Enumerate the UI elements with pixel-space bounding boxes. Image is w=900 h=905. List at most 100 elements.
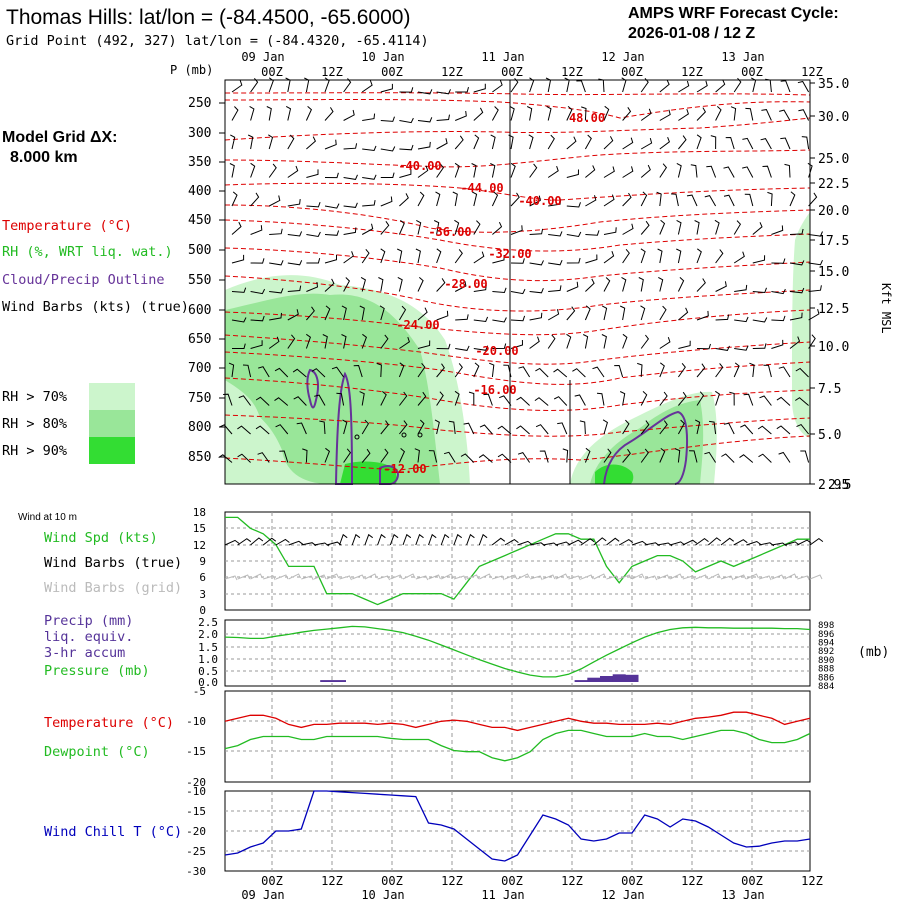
wind-barb xyxy=(231,317,247,323)
wind-barb xyxy=(343,109,355,121)
wind-barb xyxy=(562,448,569,463)
surface-wind-barb-true xyxy=(618,539,634,546)
surface-wind-barb-grid xyxy=(530,575,543,581)
wind-barb xyxy=(622,448,631,463)
wind-barb xyxy=(287,260,303,266)
wind-barb xyxy=(762,165,772,178)
wind-barb xyxy=(733,251,745,264)
wind-barb xyxy=(789,312,803,321)
wind-barb xyxy=(694,419,701,435)
wind-barb xyxy=(789,260,805,266)
wind-barb xyxy=(733,362,740,378)
legend-precip: Precip (mm) xyxy=(44,613,133,629)
wind-barb xyxy=(734,284,748,292)
surface-wind-barb-true xyxy=(262,537,277,546)
pressure-tick-label: 750 xyxy=(188,391,211,406)
wind-barb xyxy=(622,107,632,121)
surface-wind-barb-grid xyxy=(352,574,365,580)
surface-wind-barb-true xyxy=(746,540,762,546)
wind-barb xyxy=(269,288,284,294)
y-tick-label: -15 xyxy=(186,745,206,758)
wind-barb xyxy=(622,166,634,178)
wind-barb xyxy=(250,192,260,207)
wind-barb xyxy=(808,308,820,321)
wind-barb xyxy=(585,278,595,292)
precip-bar xyxy=(574,680,588,682)
wind-barb xyxy=(715,79,726,93)
wind-barb xyxy=(696,134,702,150)
y-tick-label: 0.5 xyxy=(198,665,218,678)
bottom-hour-label: 12Z xyxy=(441,874,463,888)
wind-barb xyxy=(360,276,366,292)
wind-barb xyxy=(306,281,319,292)
surface-wind-barb-grid xyxy=(440,573,454,580)
y-tick-label: -10 xyxy=(186,715,206,728)
wind-barb xyxy=(380,221,390,235)
surface-wind-barb-grid xyxy=(809,574,823,580)
top-date-label: 10 Jan xyxy=(361,50,404,64)
wind-barb xyxy=(601,305,608,321)
wind-barb xyxy=(637,362,643,378)
surface-wind-barb-true xyxy=(466,533,475,546)
wind-barb xyxy=(678,135,687,150)
surface-wind-barb-grid xyxy=(402,573,416,580)
top-date-label: 09 Jan xyxy=(241,50,284,64)
wind-barb xyxy=(784,163,791,178)
height-tick-label: 20.0 xyxy=(818,204,849,219)
wind-barb xyxy=(553,396,568,406)
surface-wind-barb-true xyxy=(517,540,533,546)
wind-barb xyxy=(760,138,772,150)
wind-barb xyxy=(801,136,810,150)
surface-wind-barb-true xyxy=(797,539,812,546)
top-hour-label: 12Z xyxy=(321,65,343,79)
wind-barb xyxy=(743,393,754,406)
contour-line xyxy=(224,92,811,96)
snow-marker xyxy=(417,432,423,438)
wind-barb xyxy=(306,257,321,264)
wind-barb xyxy=(491,106,499,121)
wind-barb xyxy=(715,249,724,264)
wind-barb xyxy=(659,109,671,121)
wind-barb xyxy=(268,134,274,150)
wind-barb xyxy=(324,172,339,179)
wind-barb xyxy=(518,366,531,378)
surface-wind-barb-true xyxy=(415,533,424,546)
legend-wind-speed: Wind Spd (kts) xyxy=(44,530,158,546)
wind-barb xyxy=(473,345,489,351)
wind-barb xyxy=(454,219,460,235)
wind-barb xyxy=(729,391,735,406)
bottom-date-label: 10 Jan xyxy=(361,888,404,900)
wind-barb xyxy=(723,194,735,207)
wind-barb xyxy=(398,448,406,463)
wind-barb xyxy=(479,424,493,435)
wind-barb xyxy=(324,230,340,236)
wind-barb xyxy=(723,166,735,178)
legend-liq-equiv: liq. equiv. xyxy=(44,629,133,645)
wind-barb xyxy=(250,258,265,264)
wind-barb xyxy=(436,363,445,378)
wind-barb xyxy=(776,396,791,406)
wind-barb xyxy=(497,453,512,463)
legend-accum: 3-hr accum xyxy=(44,645,125,661)
bottom-hour-label: 12Z xyxy=(321,874,343,888)
wind-barb xyxy=(798,109,810,121)
wind10m-label: Wind at 10 m xyxy=(18,512,77,523)
surface-wind-barb-true xyxy=(250,537,264,546)
wind-barb xyxy=(808,231,823,237)
wind-barb xyxy=(399,391,408,406)
wind-barb xyxy=(715,314,730,321)
bottom-hour-labels: 00Z 12Z 00Z 12Z 00Z 12Z 00Z 12Z 00Z 12Z xyxy=(261,874,823,888)
top-date-label: 13 Jan xyxy=(721,50,764,64)
top-hour-label: 00Z xyxy=(381,65,403,79)
pressure-tick-label: 300 xyxy=(188,126,211,141)
wind-barb xyxy=(721,453,735,463)
surface-wind-barb-true xyxy=(275,538,290,546)
wind-barb xyxy=(778,451,791,463)
snow-marker xyxy=(354,434,360,440)
surface-wind-barb-grid xyxy=(517,573,530,580)
y-tick-label: -5 xyxy=(193,685,206,698)
surface-wind-barb-true xyxy=(733,539,748,546)
wind-barb xyxy=(585,165,596,178)
surface-wind-barb-true xyxy=(440,533,450,546)
pressure-tick-label: 450 xyxy=(188,213,211,228)
